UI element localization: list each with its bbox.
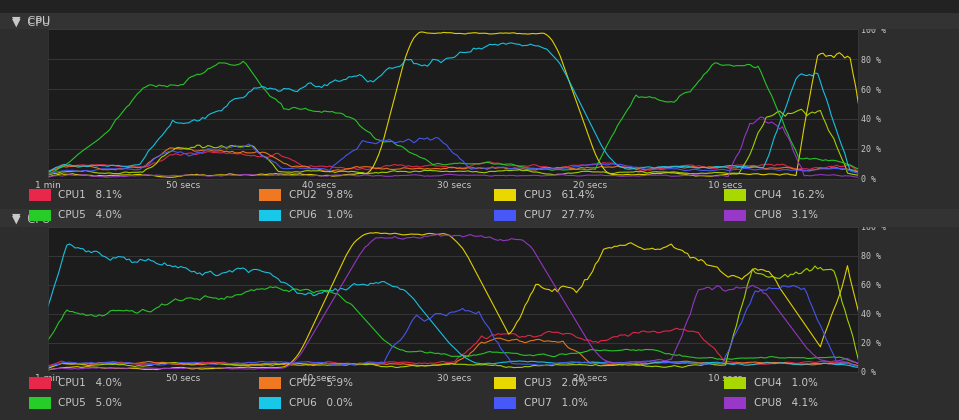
- Text: CPU4   1.0%: CPU4 1.0%: [754, 378, 818, 388]
- Text: CPU6   0.0%: CPU6 0.0%: [289, 398, 352, 408]
- Text: ▼  CPU: ▼ CPU: [12, 213, 50, 223]
- Text: CPU1   4.0%: CPU1 4.0%: [58, 378, 123, 388]
- Text: CPU6   1.0%: CPU6 1.0%: [289, 210, 353, 220]
- Text: CPU7   27.7%: CPU7 27.7%: [524, 210, 595, 220]
- Text: CPU4   16.2%: CPU4 16.2%: [754, 190, 825, 200]
- Text: CPU2   5.9%: CPU2 5.9%: [289, 378, 353, 388]
- Text: CPU5   5.0%: CPU5 5.0%: [58, 398, 123, 408]
- Text: CPU8   4.1%: CPU8 4.1%: [754, 398, 818, 408]
- Text: CPU7   1.0%: CPU7 1.0%: [524, 398, 588, 408]
- Text: CPU2   9.8%: CPU2 9.8%: [289, 190, 353, 200]
- Text: ▼  CPU: ▼ CPU: [12, 215, 50, 225]
- Text: CPU1   8.1%: CPU1 8.1%: [58, 190, 123, 200]
- Text: ▼  CPU: ▼ CPU: [12, 16, 50, 26]
- Text: CPU5   4.0%: CPU5 4.0%: [58, 210, 123, 220]
- Text: CPU3   2.0%: CPU3 2.0%: [524, 378, 588, 388]
- Text: CPU8   3.1%: CPU8 3.1%: [754, 210, 818, 220]
- Text: CPU3   61.4%: CPU3 61.4%: [524, 190, 595, 200]
- Text: ▼  CPU: ▼ CPU: [12, 17, 50, 27]
